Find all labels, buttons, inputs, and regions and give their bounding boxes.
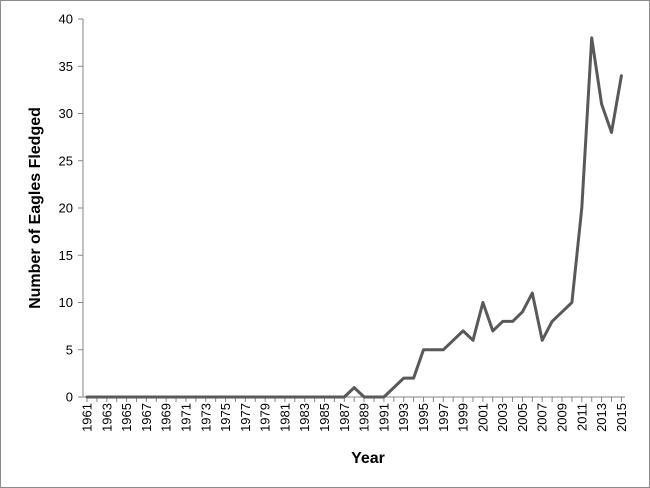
x-tick-label: 1989	[357, 403, 372, 432]
y-axis-ticks: 0 5 10 15 20 25 30 35 40	[59, 12, 83, 405]
y-tick-label: 35	[59, 59, 73, 74]
y-tick-label: 5	[66, 342, 73, 357]
y-tick-label: 20	[59, 201, 73, 216]
x-tick-label: 2009	[555, 403, 570, 432]
x-tick-label: 1969	[159, 403, 174, 432]
x-tick-label: 1993	[396, 403, 411, 432]
x-tick-label: 1987	[337, 403, 352, 432]
y-tick-label: 30	[59, 106, 73, 121]
x-tick-label: 2011	[574, 403, 589, 431]
x-axis-ticks: 1961 1963 1965 1967 1969 1971 1973 1975 1977 1979…	[80, 397, 629, 432]
x-tick-label: 2007	[535, 403, 550, 432]
x-tick-label: 1999	[456, 403, 471, 432]
y-tick-label: 40	[59, 12, 73, 27]
x-tick-label: 1997	[436, 403, 451, 432]
x-tick-label: 1977	[238, 403, 253, 432]
y-tick-label: 15	[59, 248, 73, 263]
x-tick-label: 1963	[99, 403, 114, 432]
x-tick-label: 1991	[376, 403, 391, 432]
x-tick-label: 1967	[139, 403, 154, 432]
x-tick-label: 1979	[258, 403, 273, 432]
x-tick-label: 2003	[495, 403, 510, 432]
x-tick-label: 1981	[277, 403, 292, 432]
x-tick-label: 1971	[178, 403, 193, 432]
x-tick-label: 1985	[317, 403, 332, 432]
series-line	[85, 36, 623, 399]
x-tick-label: 1961	[80, 403, 95, 432]
y-tick-label: 25	[59, 153, 73, 168]
x-tick-label: 1995	[416, 403, 431, 432]
y-tick-label: 0	[66, 390, 73, 405]
x-tick-label: 1975	[218, 403, 233, 432]
y-axis-title: Number of Eagles Fledged	[27, 107, 44, 309]
x-tick-label: 2001	[475, 403, 490, 432]
x-tick-label: 2005	[515, 403, 530, 432]
y-tick-label: 10	[59, 295, 73, 310]
x-axis-title: Year	[351, 450, 385, 467]
x-tick-label: 1983	[297, 403, 312, 432]
x-tick-label: 1973	[198, 403, 213, 432]
x-tick-label: 2015	[614, 403, 629, 432]
x-tick-label: 2013	[594, 403, 609, 432]
x-tick-label: 1965	[119, 403, 134, 432]
